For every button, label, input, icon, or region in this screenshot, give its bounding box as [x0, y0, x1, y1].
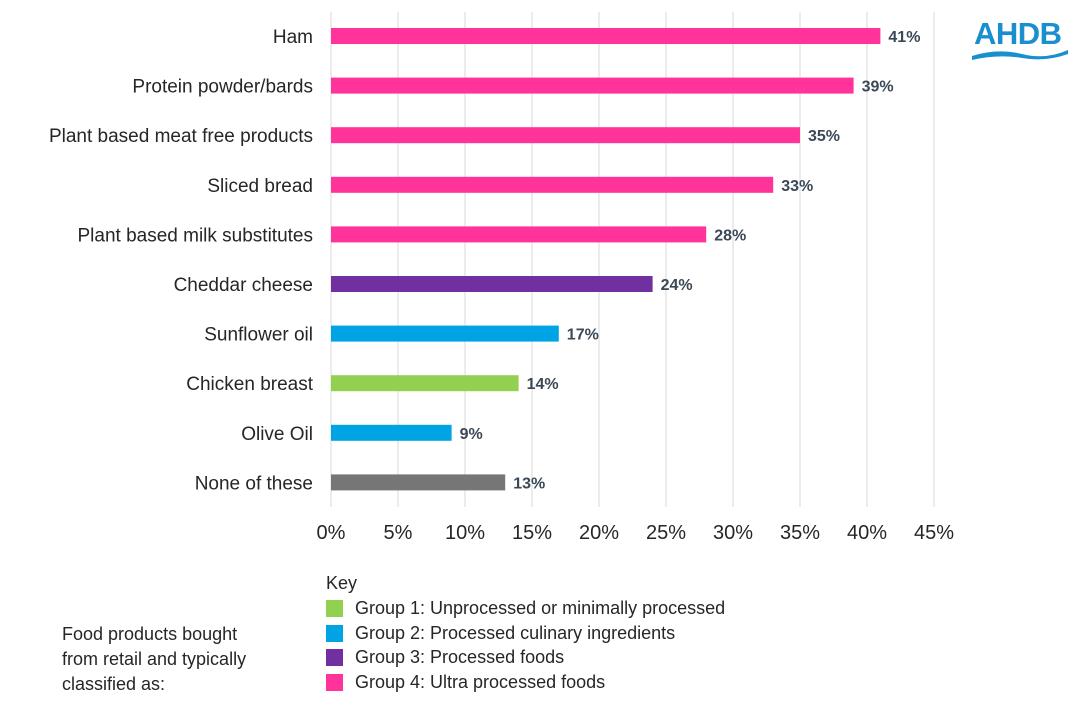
bar	[331, 77, 854, 94]
footnote-line: Food products bought	[62, 624, 238, 644]
category-label: Sunflower oil	[204, 325, 313, 346]
category-label: Sliced bread	[207, 176, 313, 197]
x-axis-ticks: 0% 5% 10% 15% 20% 25% 30% 35% 40% 45%	[317, 522, 955, 544]
legend-label: Group 2: Processed culinary ingredients	[355, 622, 676, 643]
x-tick-label: 5%	[384, 522, 413, 544]
x-tick-label: 10%	[445, 522, 485, 544]
bar	[331, 226, 707, 243]
footnote-line: classified as:	[62, 674, 166, 694]
legend-title: Key	[326, 573, 358, 593]
x-tick-label: 25%	[646, 522, 686, 544]
category-label: Olive Oil	[241, 424, 313, 445]
footnote: Food products bought from retail and typ…	[62, 622, 292, 697]
category-label: Ham	[273, 27, 313, 48]
data-label: 28%	[714, 227, 746, 244]
logo-text: AHDB	[974, 16, 1062, 51]
category-label: Chicken breast	[186, 374, 313, 395]
gridlines	[330, 12, 935, 507]
footnote-line: from retail and typically	[62, 649, 247, 669]
x-tick-label: 35%	[780, 522, 820, 544]
data-label: 13%	[513, 475, 545, 492]
legend-item-group3: Group 3: Processed foods	[326, 645, 725, 670]
ahdb-wave-icon	[972, 50, 1068, 60]
legend-swatch	[326, 599, 343, 617]
data-label: 17%	[567, 327, 599, 344]
data-label: 24%	[661, 277, 693, 294]
bar	[331, 127, 800, 144]
x-tick-label: 0%	[317, 522, 346, 544]
category-label: Plant based milk substitutes	[77, 225, 313, 246]
data-label: 33%	[781, 178, 813, 195]
data-labels: 41% 39% 35% 33% 28% 24% 17% 14% 9% 13%	[460, 29, 921, 492]
bar	[331, 424, 452, 441]
category-label: None of these	[195, 473, 313, 494]
data-label: 39%	[862, 79, 894, 96]
x-tick-label: 45%	[914, 522, 954, 544]
data-label: 9%	[460, 426, 483, 443]
legend-label: Group 4: Ultra processed foods	[355, 671, 606, 692]
data-label: 41%	[888, 29, 920, 46]
x-tick-label: 40%	[847, 522, 887, 544]
category-label: Plant based meat free products	[49, 126, 313, 147]
legend-item-group1: Group 1: Unprocessed or minimally proces…	[326, 596, 725, 621]
bar-chart: Ham Protein powder/bards Plant based meat …	[49, 12, 955, 544]
data-label: 35%	[808, 128, 840, 145]
x-tick-label: 20%	[579, 522, 619, 544]
legend-swatch	[326, 649, 343, 667]
category-label: Protein powder/bards	[132, 77, 313, 98]
bar	[331, 375, 519, 392]
ahdb-logo: AHDB	[968, 14, 1072, 64]
x-tick-label: 30%	[713, 522, 753, 544]
bar	[331, 176, 774, 193]
bar	[331, 474, 506, 491]
legend-label: Group 3: Processed foods	[355, 647, 565, 668]
bars	[331, 28, 881, 491]
legend: Key Group 1: Unprocessed or minimally pr…	[326, 571, 725, 695]
category-label: Cheddar cheese	[174, 275, 313, 296]
category-labels: Ham Protein powder/bards Plant based meat …	[49, 27, 314, 494]
bar	[331, 276, 653, 292]
legend-label: Group 1: Unprocessed or minimally proces…	[355, 597, 726, 618]
data-label: 14%	[527, 376, 559, 393]
legend-item-group2: Group 2: Processed culinary ingredients	[326, 621, 725, 646]
legend-swatch	[326, 624, 343, 642]
bar	[331, 28, 881, 44]
legend-swatch	[326, 673, 343, 691]
legend-item-group4: Group 4: Ultra processed foods	[326, 670, 725, 695]
bar	[331, 325, 559, 342]
x-tick-label: 15%	[512, 522, 552, 544]
